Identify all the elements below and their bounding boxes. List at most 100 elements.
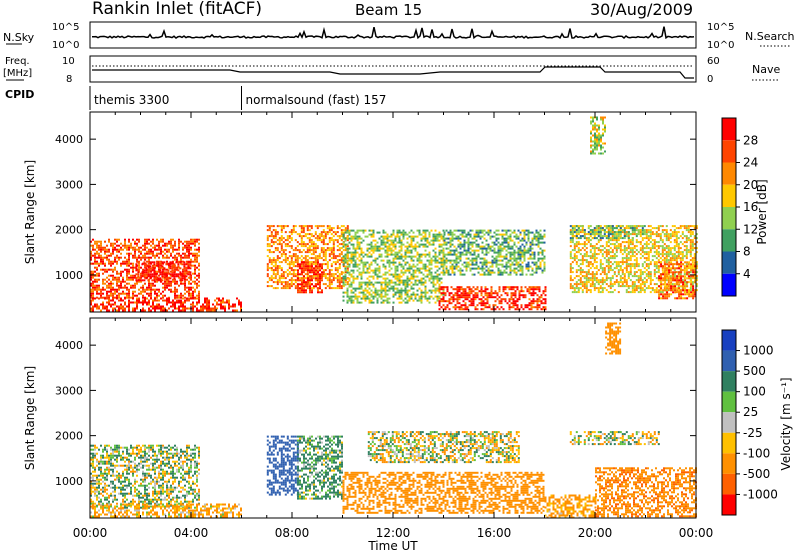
heatmap-cell	[599, 251, 602, 254]
heatmap-cell	[224, 309, 226, 312]
heatmap-cell	[116, 282, 118, 285]
heatmap-cell	[384, 241, 387, 244]
heatmap-cell	[605, 259, 608, 262]
heatmap-cell	[318, 237, 321, 240]
heatmap-cell	[142, 299, 144, 302]
heatmap-cell	[330, 269, 333, 272]
heatmap-cell	[457, 265, 460, 268]
heatmap-cell	[126, 292, 128, 295]
heatmap-cell	[579, 281, 582, 284]
heatmap-cell	[368, 279, 371, 282]
heatmap-cell	[376, 281, 379, 284]
heatmap-cell	[274, 275, 277, 278]
heatmap-cell	[575, 255, 578, 258]
heatmap-cell	[156, 296, 158, 299]
heatmap-cell	[456, 296, 459, 299]
heatmap-cell	[138, 299, 140, 302]
heatmap-cell	[330, 283, 333, 286]
heatmap-cell	[599, 259, 602, 262]
heatmap-cell	[162, 256, 164, 259]
freq-tick-top: 10	[62, 56, 75, 67]
heatmap-cell	[120, 270, 122, 273]
heatmap-cell	[380, 243, 383, 246]
heatmap-cell	[372, 285, 375, 288]
heatmap-cell	[266, 239, 269, 242]
heatmap-cell	[388, 245, 391, 248]
heatmap-cell	[406, 245, 409, 248]
heatmap-cell	[122, 280, 124, 283]
heatmap-cell	[118, 238, 120, 241]
heatmap-cell	[641, 237, 644, 240]
heatmap-cell	[309, 269, 311, 272]
heatmap-cell	[364, 263, 367, 266]
heatmap-cell	[380, 259, 383, 262]
heatmap-cell	[575, 243, 578, 246]
heatmap-cell	[328, 241, 331, 244]
heatmap-cell	[354, 289, 357, 292]
heatmap-cell	[583, 281, 586, 284]
heatmap-cell	[294, 261, 297, 264]
heatmap-cell	[348, 295, 351, 298]
heatmap-cell	[609, 243, 612, 246]
heatmap-cell	[627, 227, 630, 230]
heatmap-cell	[571, 261, 574, 264]
heatmap-cell	[158, 299, 160, 302]
heatmap-cell	[280, 229, 283, 232]
nave-tick-top: 60	[707, 56, 720, 67]
heatmap-cell	[491, 249, 494, 252]
heatmap-cell	[266, 285, 269, 288]
heatmap-cell	[464, 304, 467, 307]
heatmap-cell	[613, 243, 616, 246]
heatmap-cell	[92, 272, 94, 275]
heatmap-cell	[426, 229, 429, 232]
heatmap-cell	[142, 248, 144, 251]
heatmap-cell	[396, 273, 399, 276]
heatmap-cell	[321, 289, 323, 292]
heatmap-cell	[390, 235, 393, 238]
heatmap-cell	[340, 259, 343, 262]
heatmap-cell	[138, 264, 140, 267]
heatmap-cell	[322, 241, 325, 244]
heatmap-cell	[316, 247, 319, 250]
heatmap-cell	[155, 273, 158, 276]
heatmap-cell	[532, 294, 535, 297]
heatmap-cell	[635, 249, 638, 252]
heatmap-cell	[303, 269, 305, 272]
heatmap-cell	[532, 298, 535, 301]
heatmap-cell	[498, 302, 501, 305]
heatmap-cell	[569, 267, 572, 270]
heatmap-cell	[140, 280, 142, 283]
heatmap-cell	[309, 291, 311, 294]
heatmap-cell	[313, 273, 315, 276]
heatmap-cell	[158, 256, 160, 259]
heatmap-cell	[294, 281, 297, 284]
heatmap-cell	[400, 281, 403, 284]
heatmap-cell	[404, 251, 407, 254]
heatmap-cell	[318, 267, 321, 270]
heatmap-cell	[609, 283, 612, 286]
heatmap-cell	[599, 281, 602, 284]
heatmap-cell	[459, 255, 462, 258]
heatmap-cell	[128, 258, 130, 261]
heatmap-cell	[282, 249, 285, 252]
heatmap-cell	[627, 259, 630, 262]
heatmap-cell	[587, 239, 590, 242]
heatmap-cell	[376, 299, 379, 302]
heatmap-cell	[147, 275, 150, 278]
heatmap-cell	[531, 243, 534, 246]
heatmap-cell	[445, 269, 448, 272]
heatmap-cell	[605, 253, 608, 256]
heatmap-cell	[152, 299, 154, 302]
heatmap-cell	[354, 249, 357, 252]
heatmap-cell	[90, 244, 92, 247]
heatmap-cell	[500, 302, 503, 305]
heatmap-cell	[414, 297, 417, 300]
heatmap-cell	[307, 281, 309, 284]
heatmap-cell	[314, 245, 317, 248]
heatmap-cell	[266, 267, 269, 270]
heatmap-cell	[90, 250, 92, 253]
heatmap-cell	[631, 253, 634, 256]
heatmap-cell	[282, 259, 285, 262]
heatmap-cell	[538, 288, 541, 291]
heatmap-cell	[266, 229, 269, 232]
